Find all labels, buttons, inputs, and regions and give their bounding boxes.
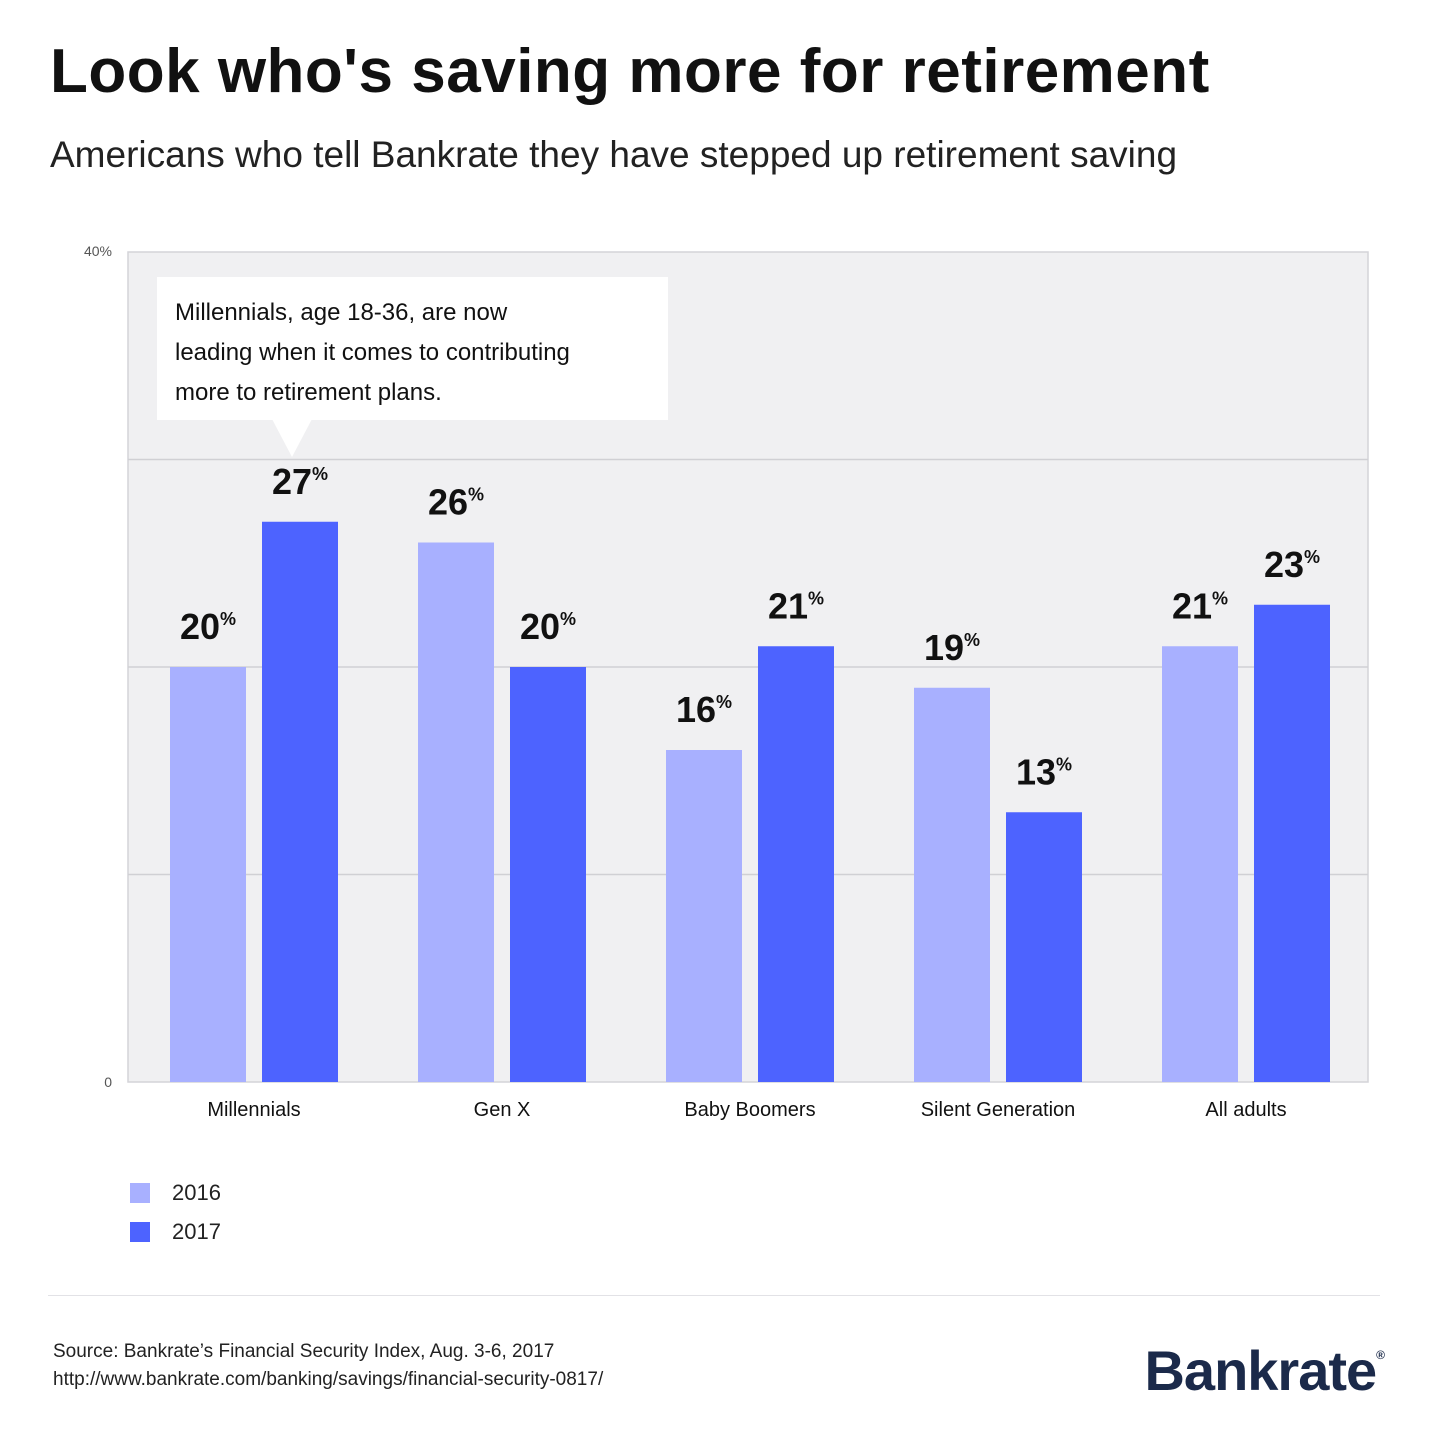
data-label-unit: % — [560, 609, 576, 629]
category-label: Baby Boomers — [684, 1099, 815, 1121]
data-label: 19% — [924, 627, 980, 668]
data-label: 20% — [520, 606, 576, 647]
category-label: Millennials — [207, 1099, 300, 1121]
bar-2017 — [758, 646, 834, 1082]
data-label-unit: % — [312, 464, 328, 484]
divider — [48, 1295, 1380, 1296]
data-label-unit: % — [716, 692, 732, 712]
data-label-value: 23 — [1264, 544, 1304, 585]
chart-title: Look who's saving more for retirement — [50, 37, 1210, 106]
bar-2017 — [510, 667, 586, 1082]
bar-2017 — [1254, 604, 1330, 1082]
data-label-unit: % — [808, 588, 824, 608]
data-label-value: 26 — [428, 482, 468, 523]
bar-2016 — [1162, 646, 1238, 1082]
bar-2016 — [418, 542, 494, 1082]
data-label-unit: % — [1304, 547, 1320, 567]
callout-pointer — [272, 419, 312, 457]
data-label: 23% — [1264, 544, 1320, 585]
legend-label: 2016 — [172, 1180, 221, 1205]
callout-line: leading when it comes to contributing — [175, 339, 570, 366]
data-label-value: 27 — [272, 461, 312, 502]
category-label: Gen X — [474, 1099, 531, 1121]
source-note: Source: Bankrate’s Financial Security In… — [53, 1341, 555, 1362]
bar-2016 — [170, 667, 246, 1082]
data-label: 21% — [1172, 585, 1228, 626]
bankrate-logo: Bankrate® — [1144, 1338, 1384, 1403]
y-tick-label: 0 — [104, 1074, 112, 1090]
data-label-unit: % — [220, 609, 236, 629]
bar-2016 — [914, 687, 990, 1082]
data-label: 27% — [272, 461, 328, 502]
y-tick-label: 40% — [84, 243, 112, 259]
data-label-unit: % — [964, 630, 980, 650]
data-label-value: 19 — [924, 627, 964, 668]
bar-2016 — [666, 750, 742, 1082]
data-label-value: 20 — [520, 606, 560, 647]
annotation-callout: Millennials, age 18-36, are now leading … — [157, 277, 668, 420]
data-label-unit: % — [468, 485, 484, 505]
data-label: 26% — [428, 482, 484, 523]
logo-text: Bankrate — [1144, 1339, 1377, 1402]
data-label-unit: % — [1212, 588, 1228, 608]
data-label: 13% — [1016, 751, 1072, 792]
data-label: 21% — [768, 585, 824, 626]
bar-2017 — [1006, 812, 1082, 1082]
data-label-value: 16 — [676, 689, 716, 730]
registered-mark: ® — [1376, 1348, 1385, 1362]
legend-swatch-2016 — [130, 1183, 150, 1203]
bar-2017 — [262, 521, 338, 1082]
callout-line: Millennials, age 18-36, are now — [175, 299, 508, 326]
legend-item-2016: 2016 — [130, 1178, 221, 1208]
data-label: 20% — [180, 606, 236, 647]
legend-label: 2017 — [172, 1219, 221, 1244]
data-label-value: 13 — [1016, 751, 1056, 792]
legend-item-2017: 2017 — [130, 1217, 221, 1247]
data-label: 16% — [676, 689, 732, 730]
legend-swatch-2017 — [130, 1222, 150, 1242]
category-label: All adults — [1205, 1099, 1286, 1121]
data-label-value: 20 — [180, 606, 220, 647]
category-label: Silent Generation — [921, 1099, 1076, 1121]
chart-subtitle: Americans who tell Bankrate they have st… — [50, 134, 1178, 175]
source-url: http://www.bankrate.com/banking/savings/… — [53, 1369, 604, 1390]
callout-line: more to retirement plans. — [175, 379, 442, 406]
data-label-value: 21 — [1172, 585, 1212, 626]
data-label-unit: % — [1056, 754, 1072, 774]
data-label-value: 21 — [768, 585, 808, 626]
